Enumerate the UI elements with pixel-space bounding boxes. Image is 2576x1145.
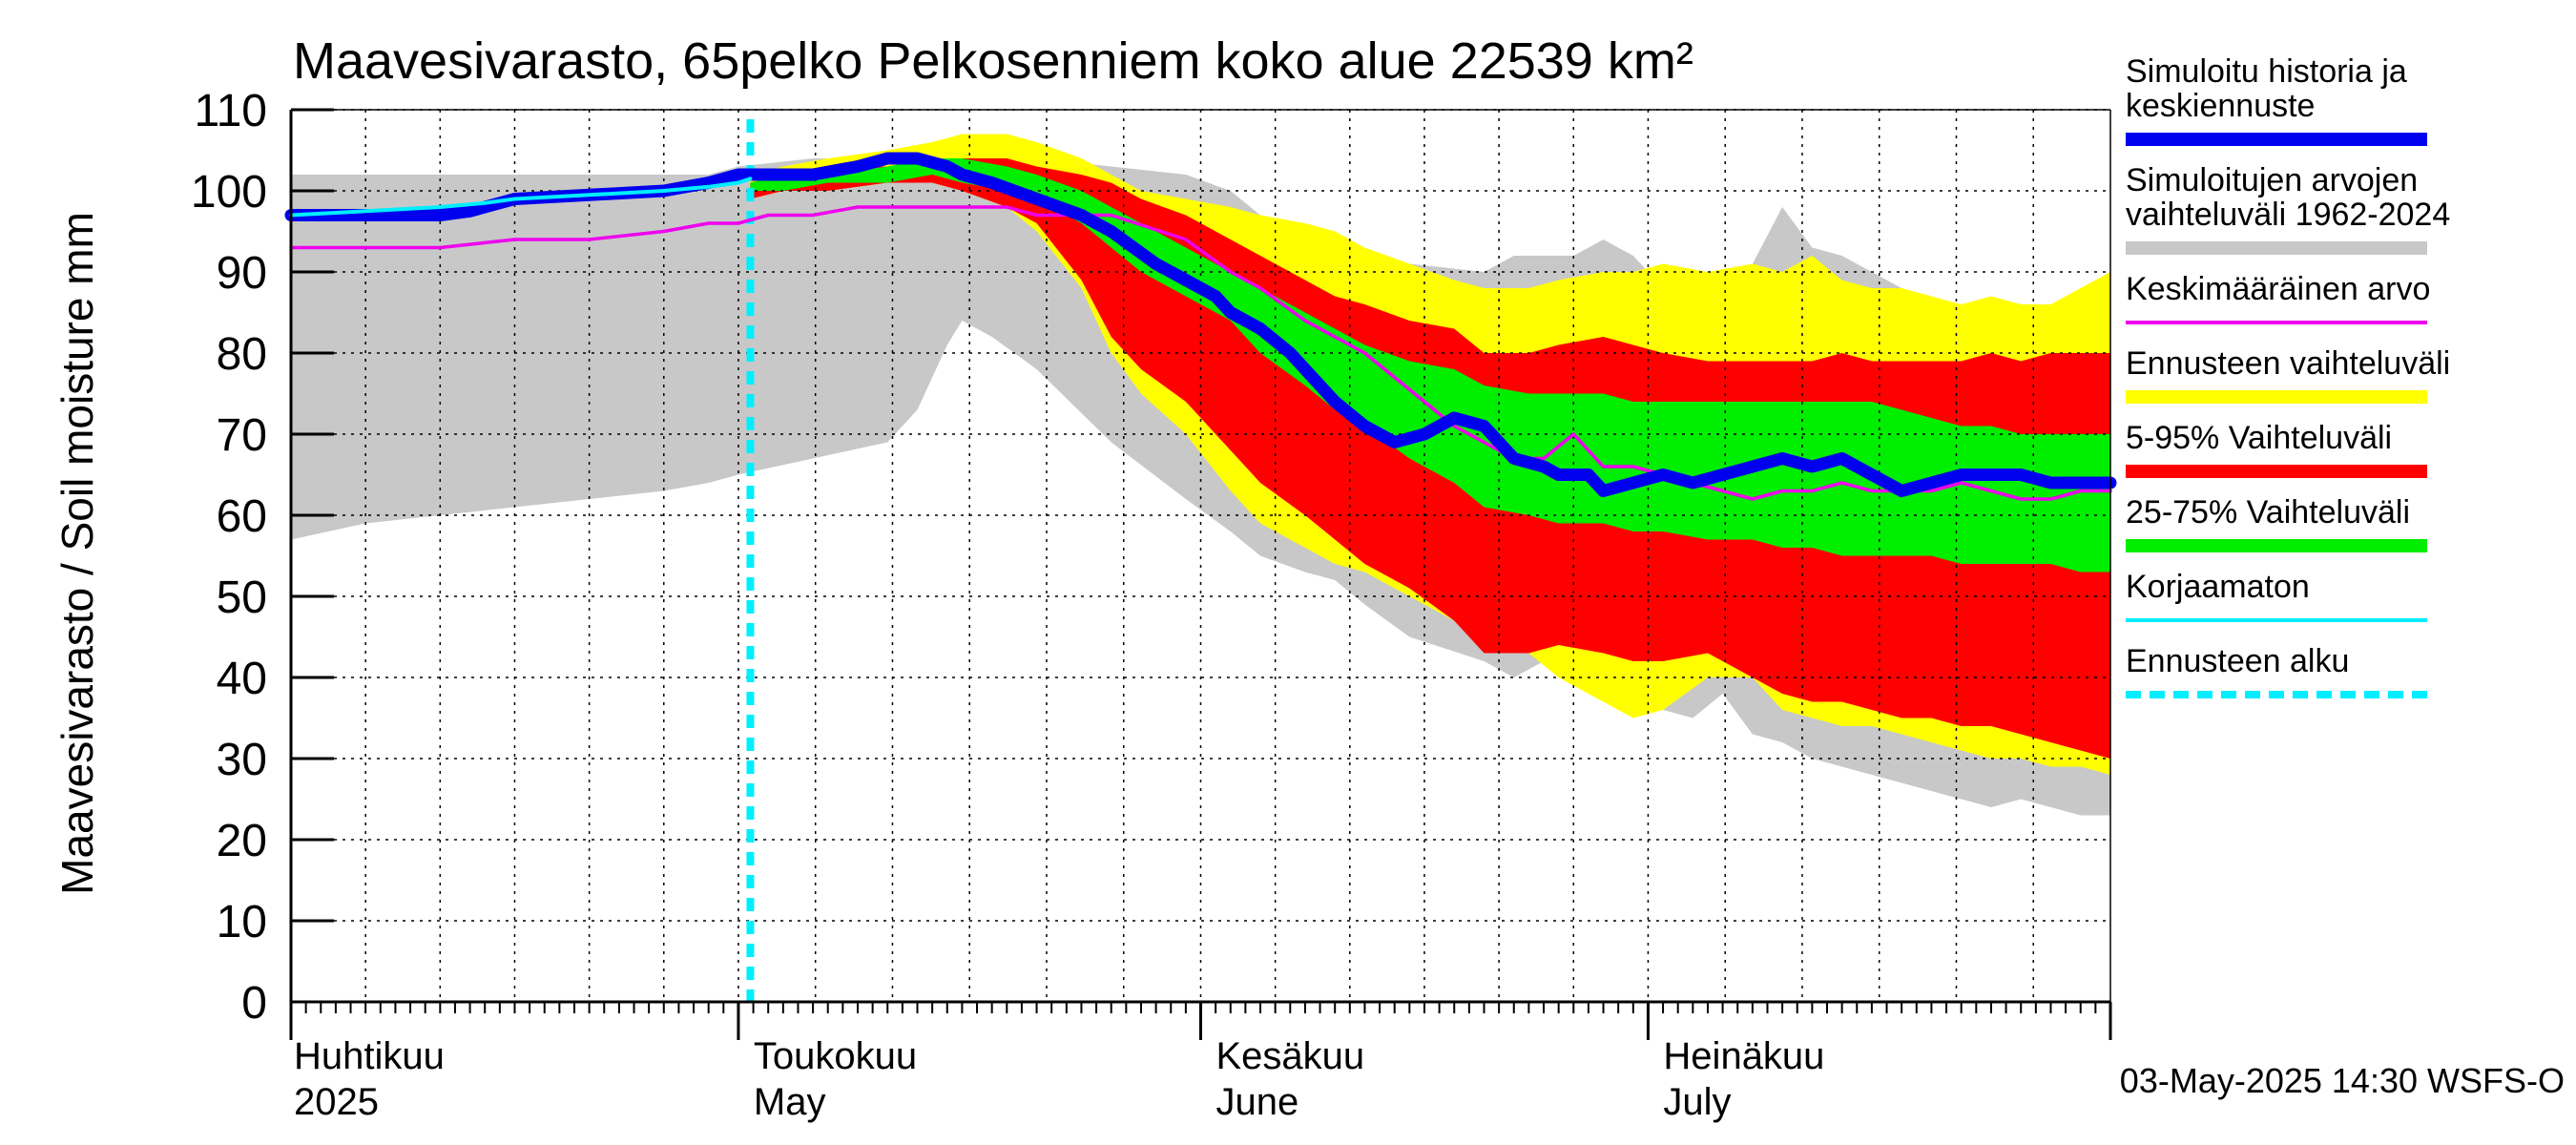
y-tick-label: 80 (217, 329, 267, 380)
timestamp-label: 03-May-2025 14:30 WSFS-O (2120, 1061, 2565, 1100)
x-month-label: Toukokuu (754, 1035, 917, 1077)
y-tick-label: 40 (217, 654, 267, 704)
y-tick-label: 110 (194, 86, 267, 136)
simulated-median-line (284, 152, 2117, 497)
x-month-label: Kesäkuu (1216, 1035, 1365, 1077)
y-tick-label: 30 (217, 735, 267, 785)
y-tick-label: 100 (191, 167, 267, 218)
x-month-label: Huhtikuu (294, 1035, 445, 1077)
x-month-sublabel: June (1216, 1081, 1299, 1123)
x-month-sublabel: May (754, 1081, 826, 1123)
y-tick-label: 20 (217, 816, 267, 866)
y-tick-label: 0 (241, 978, 267, 1029)
chart-title: Maavesivarasto, 65pelko Pelkosenniem kok… (293, 32, 1693, 90)
uncorrected-line (289, 177, 753, 218)
legend-label: Simuloitujen arvojen (2126, 162, 2418, 198)
y-tick-label: 60 (217, 491, 267, 542)
legend-label: vaihteluväli 1962-2024 (2126, 197, 2450, 233)
y-tick-label: 90 (217, 248, 267, 299)
legend-label: Keskimääräinen arvo (2126, 271, 2430, 307)
y-tick-label: 10 (217, 897, 267, 947)
x-month-label: Heinäkuu (1663, 1035, 1824, 1077)
x-month-sublabel: July (1663, 1081, 1731, 1123)
y-tick-label: 70 (217, 410, 267, 461)
legend-label: Korjaamaton (2126, 569, 2310, 605)
y-tick-label: 50 (217, 572, 267, 623)
legend-label: 25-75% Vaihteluväli (2126, 494, 2410, 531)
x-month-sublabel: 2025 (294, 1081, 379, 1123)
y-axis-label: Maavesivarasto / Soil moisture mm (52, 212, 102, 895)
band-25-75 (750, 158, 2110, 572)
legend-label: Ennusteen vaihteluväli (2126, 345, 2450, 382)
legend-label: Ennusteen alku (2126, 643, 2349, 679)
legend-label: 5-95% Vaihteluväli (2126, 420, 2392, 456)
legend-label: keskiennuste (2126, 88, 2315, 124)
mean-line (289, 205, 2112, 501)
legend-label: Simuloitu historia ja (2126, 53, 2407, 90)
